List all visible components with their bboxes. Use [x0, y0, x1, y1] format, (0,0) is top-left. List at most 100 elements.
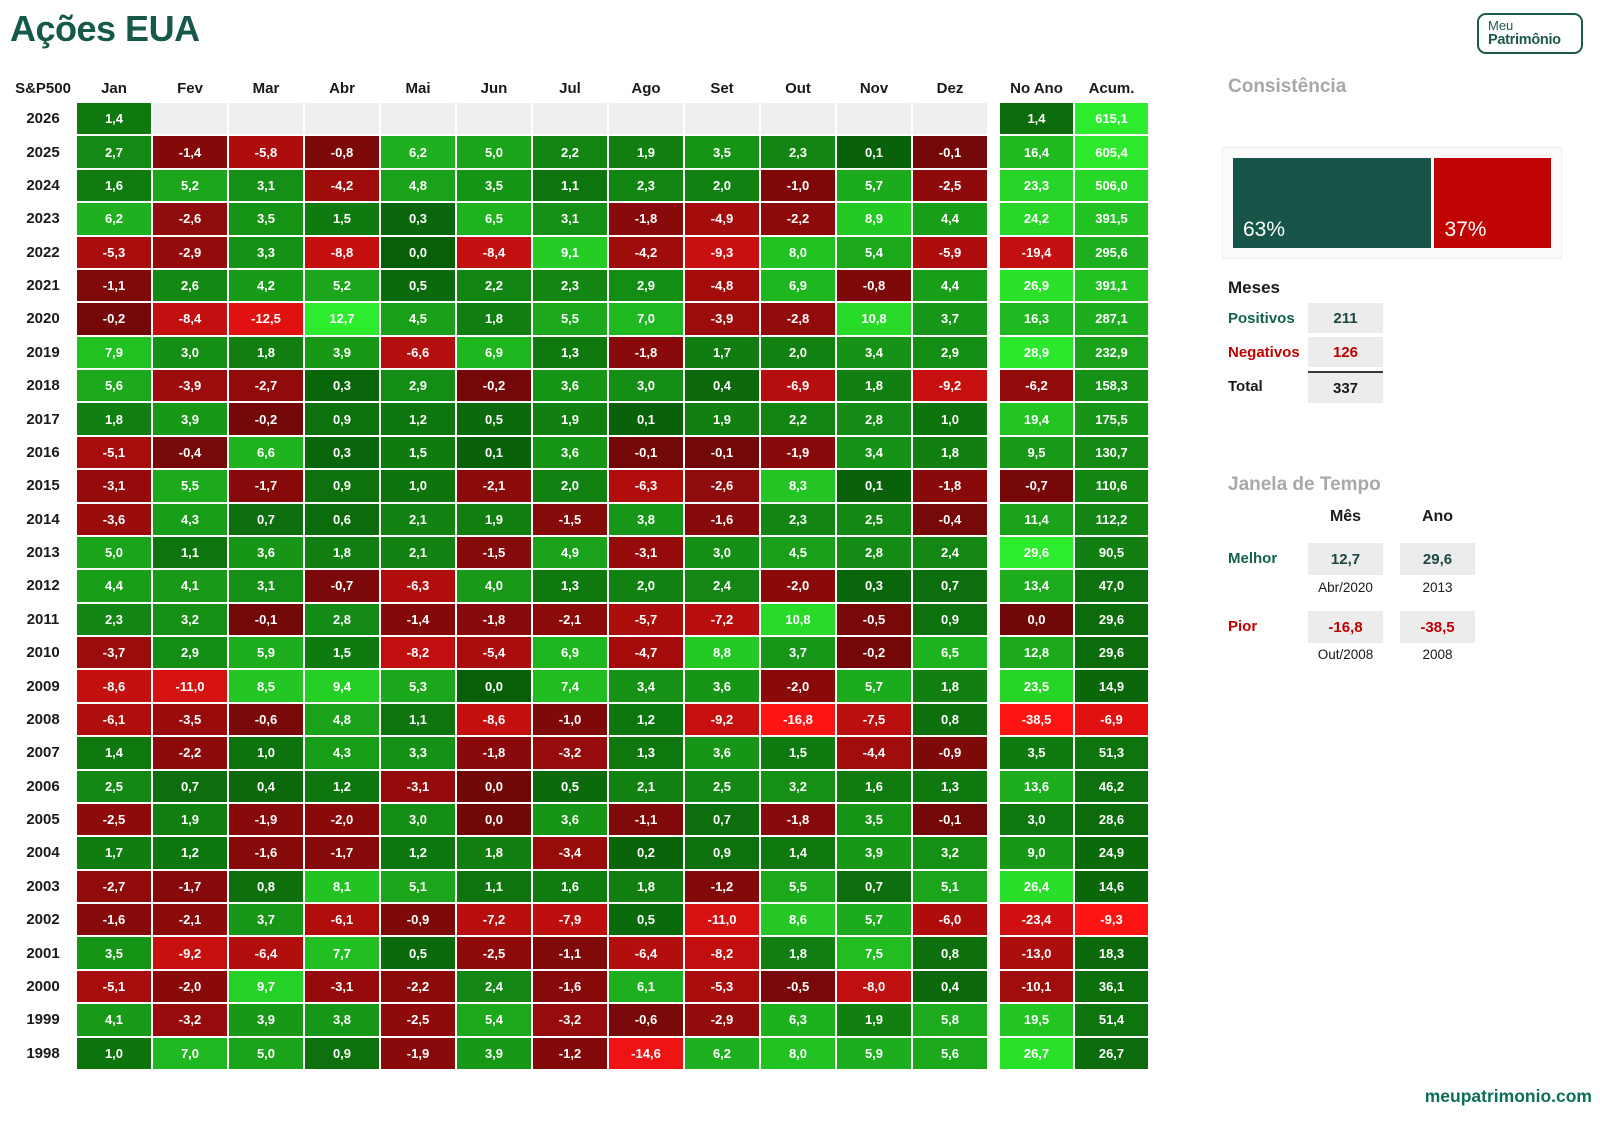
month-cell: -0,2 — [228, 402, 304, 436]
month-cell: 8,0 — [760, 235, 836, 269]
month-cell: -11,0 — [152, 669, 228, 703]
month-cell: -3,9 — [152, 369, 228, 403]
accum-cell: 51,4 — [1074, 1003, 1149, 1037]
row-gap — [988, 769, 999, 803]
logo-meu-patrimonio[interactable]: Meu Patrimônio — [1477, 13, 1583, 54]
month-cell: -2,0 — [304, 802, 380, 837]
month-cell: -1,7 — [228, 469, 304, 503]
worst-year-value: -38,5 — [1400, 611, 1475, 643]
row-gap — [988, 969, 999, 1004]
consistency-positive-bar: 63% — [1233, 158, 1432, 248]
row-gap — [988, 836, 999, 870]
month-cell: -0,2 — [76, 302, 152, 336]
month-cell: 3,2 — [912, 836, 988, 870]
month-cell: 5,9 — [836, 1036, 912, 1070]
month-cell: 0,0 — [456, 802, 532, 837]
month-cell — [760, 102, 836, 136]
month-cell: 1,3 — [608, 736, 684, 770]
ytd-cell: 26,4 — [999, 869, 1074, 903]
ytd-cell: 0,0 — [999, 602, 1074, 636]
month-cell: -5,3 — [684, 969, 760, 1004]
logo-line1: Meu — [1488, 18, 1514, 33]
page-title: Ações EUA — [10, 8, 200, 49]
month-cell: -6,1 — [304, 903, 380, 937]
site-link[interactable]: meupatrimonio.com — [1424, 1086, 1592, 1106]
month-cell: 1,0 — [380, 469, 456, 503]
month-cell: -6,4 — [228, 936, 304, 970]
month-cell: 2,7 — [76, 135, 152, 169]
month-cell: 8,3 — [760, 469, 836, 503]
month-cell: 5,6 — [912, 1036, 988, 1070]
month-cell: -0,8 — [836, 268, 912, 303]
row-gap — [988, 268, 999, 303]
accum-cell: 26,7 — [1074, 1036, 1149, 1070]
month-cell: 5,5 — [760, 869, 836, 903]
accum-cell: 18,3 — [1074, 936, 1149, 970]
row-gap — [988, 1003, 999, 1037]
month-cell: 3,9 — [228, 1003, 304, 1037]
months-summary-heading: Meses — [1228, 278, 1280, 297]
month-cell: -6,3 — [380, 569, 456, 603]
month-cell: 5,7 — [836, 669, 912, 703]
month-cell: 3,6 — [532, 369, 608, 403]
month-cell: 1,5 — [760, 736, 836, 770]
month-cell: 3,0 — [152, 335, 228, 369]
month-cell: 10,8 — [836, 302, 912, 336]
month-cell: -3,4 — [532, 836, 608, 870]
year-label: 2000 — [26, 977, 60, 995]
month-cell: -6,1 — [76, 702, 152, 737]
month-cell: -2,5 — [380, 1003, 456, 1037]
row-gap — [988, 569, 999, 603]
month-cell: -2,1 — [532, 602, 608, 636]
ytd-cell: 16,3 — [999, 302, 1074, 336]
worst-year-sub: 2008 — [1422, 647, 1453, 662]
month-cell: 2,1 — [608, 769, 684, 803]
month-cell: -1,7 — [304, 836, 380, 870]
year-label: 2015 — [26, 477, 60, 495]
month-cell: -1,5 — [456, 535, 532, 570]
month-cell — [456, 102, 532, 136]
month-cell: 1,9 — [608, 135, 684, 169]
month-cell: 5,1 — [380, 869, 456, 903]
month-cell: 7,0 — [608, 302, 684, 336]
month-cell: -1,9 — [228, 802, 304, 837]
month-cell: -6,0 — [912, 903, 988, 937]
month-cell: -0,9 — [380, 903, 456, 937]
month-cell: -8,4 — [152, 302, 228, 336]
ytd-cell: 23,5 — [999, 669, 1074, 703]
year-label: 2008 — [26, 710, 60, 728]
ytd-cell: 11,4 — [999, 502, 1074, 536]
month-cell: -0,1 — [912, 802, 988, 837]
ytd-cell: 13,6 — [999, 769, 1074, 803]
month-cell: 1,6 — [76, 168, 152, 203]
month-cell: 1,8 — [456, 836, 532, 870]
month-header: Fev — [177, 80, 203, 97]
year-label: 2002 — [26, 911, 60, 929]
month-cell: 4,2 — [228, 268, 304, 303]
month-cell: 3,6 — [532, 802, 608, 837]
month-cell: 0,9 — [304, 1036, 380, 1070]
month-cell: -6,6 — [380, 335, 456, 369]
month-cell: 5,0 — [456, 135, 532, 169]
consistency-negative-bar: 37% — [1434, 158, 1551, 248]
month-cell: 1,4 — [76, 736, 152, 770]
month-cell: 4,3 — [152, 502, 228, 536]
month-cell: -1,5 — [532, 502, 608, 536]
summary-header: No Ano — [1010, 80, 1063, 97]
month-cell: -7,9 — [532, 903, 608, 937]
ytd-cell: 19,4 — [999, 402, 1074, 436]
month-cell: 3,3 — [380, 736, 456, 770]
month-cell: 5,5 — [532, 302, 608, 336]
month-cell — [608, 102, 684, 136]
month-column-header: Mês — [1329, 508, 1362, 525]
year-label: 2019 — [26, 343, 60, 361]
month-cell: -1,8 — [760, 802, 836, 837]
consistency-heading: Consistência — [1228, 76, 1347, 97]
row-gap — [988, 636, 999, 670]
month-cell: -5,1 — [76, 435, 152, 470]
month-cell: -4,7 — [608, 636, 684, 670]
month-cell: 3,3 — [228, 235, 304, 269]
month-cell: 7,9 — [76, 335, 152, 369]
year-label: 2003 — [26, 877, 60, 895]
